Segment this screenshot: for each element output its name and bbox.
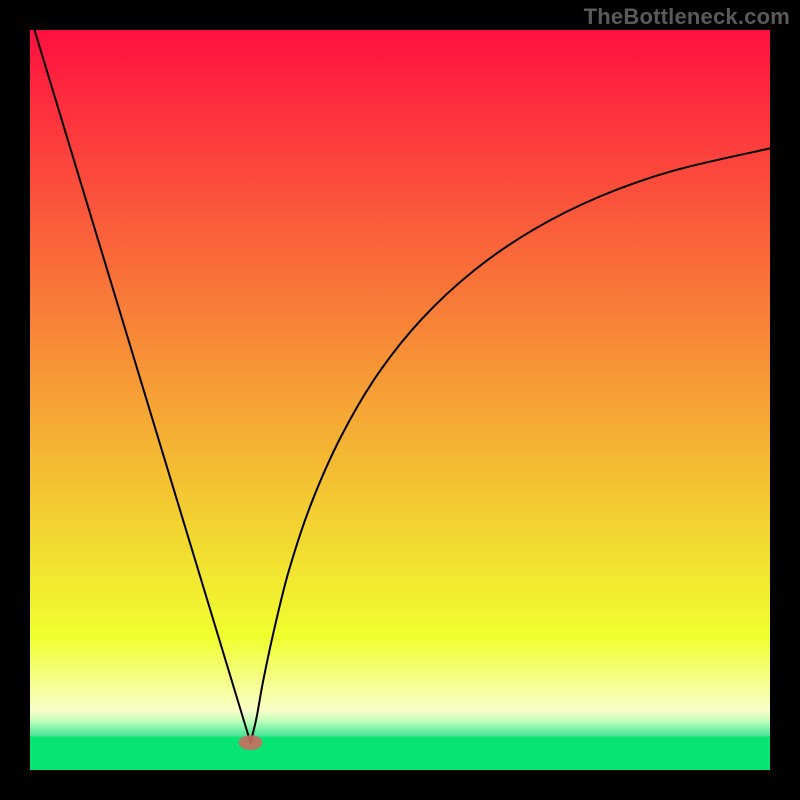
gradient-band <box>30 711 770 723</box>
gradient-band <box>30 729 770 737</box>
watermark-text: TheBottleneck.com <box>584 4 790 30</box>
bottleneck-chart <box>0 0 800 800</box>
frame-right <box>770 0 800 800</box>
gradient-band <box>30 30 770 637</box>
frame-bottom <box>0 770 800 800</box>
gradient-band <box>30 722 770 730</box>
chart-canvas: { "watermark": { "text": "TheBottleneck.… <box>0 0 800 800</box>
optimum-marker <box>239 735 263 750</box>
gradient-band <box>30 737 770 771</box>
gradient-band <box>30 637 770 712</box>
frame-left <box>0 0 30 800</box>
